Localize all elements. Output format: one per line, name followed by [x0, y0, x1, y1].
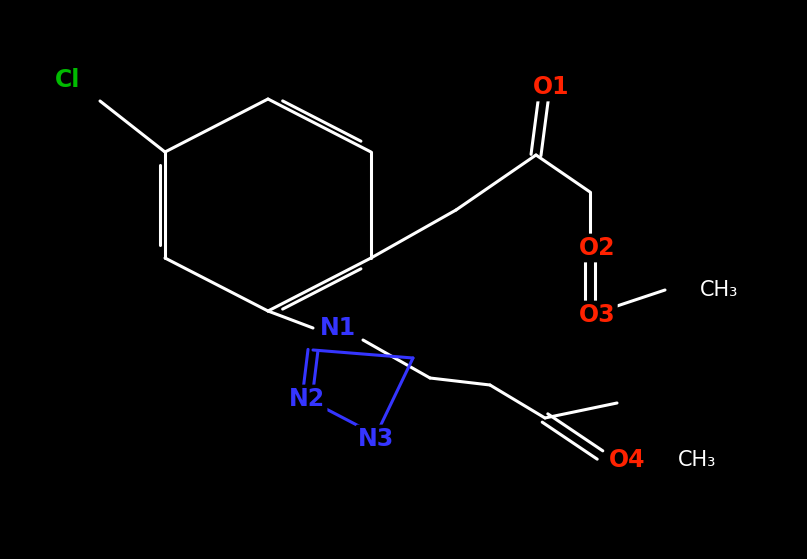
Text: O3: O3 [579, 303, 615, 327]
Text: O2: O2 [579, 236, 615, 260]
Text: O1: O1 [533, 75, 569, 99]
Text: N2: N2 [289, 387, 325, 411]
Text: CH₃: CH₃ [700, 280, 738, 300]
Text: N1: N1 [320, 316, 356, 340]
Text: O4: O4 [608, 448, 646, 472]
Text: N3: N3 [358, 427, 394, 451]
Text: CH₃: CH₃ [678, 450, 717, 470]
Text: Cl: Cl [55, 68, 81, 92]
